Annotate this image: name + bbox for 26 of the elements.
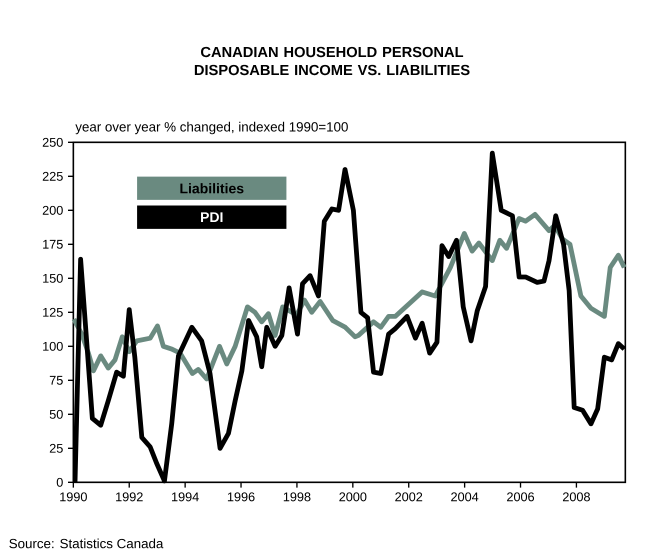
source-note: Source: Statistics Canada (9, 538, 164, 548)
x-tick-label: 2006 (507, 492, 534, 502)
y-tick-label: 100 (43, 342, 63, 351)
x-tick-label: 2002 (395, 492, 422, 502)
text: Liabilities (180, 183, 244, 194)
x-tick-label: 1998 (284, 492, 310, 502)
x-tick-label: 2008 (562, 492, 590, 502)
x-tick-label: 1992 (116, 492, 143, 502)
y-axis-title: year over year % changed, indexed 1990=100 (75, 122, 348, 134)
x-tick-label: 2004 (451, 492, 478, 502)
y-tick-label: 50 (50, 410, 63, 419)
x-tick-label: 1996 (228, 492, 255, 502)
text: PDI (201, 212, 222, 222)
y-tick-label: 125 (43, 308, 63, 317)
y-tick-label: 25 (50, 444, 63, 453)
y-tick-label: 200 (42, 206, 63, 215)
y-tick-label: 225 (42, 172, 63, 181)
y-tick-label: 175 (43, 240, 63, 249)
x-tick-label: 2000 (339, 492, 366, 502)
chart-title: CANADIAN HOUSEHOLD PERSONAL DISPOSABLE INCOME VS. LIABILITIES (194, 46, 470, 76)
y-tick-label: 0 (56, 478, 63, 487)
x-tick-label: 1990 (60, 492, 87, 502)
y-tick-label: 150 (43, 274, 63, 283)
x-tick-label: 1994 (172, 492, 199, 502)
y-tick-label: 250 (42, 138, 63, 147)
y-tick-label: 75 (50, 376, 63, 385)
